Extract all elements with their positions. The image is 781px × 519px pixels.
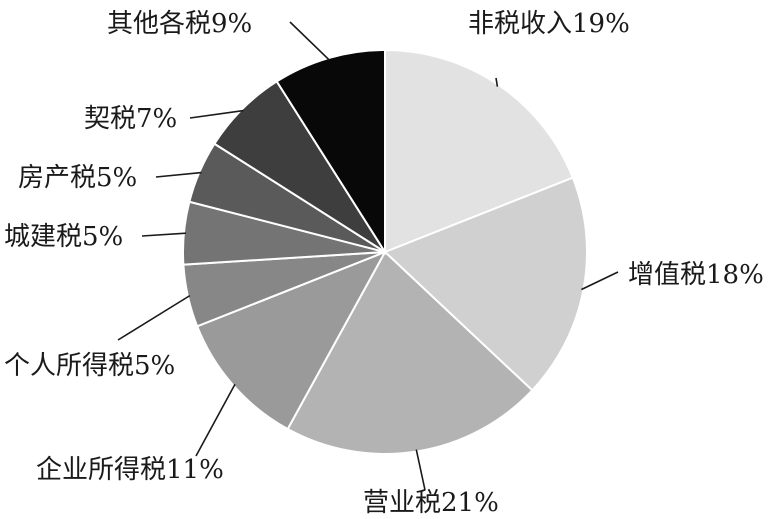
leader-lines-layer: [117, 21, 619, 491]
pie-slice-9: [275, 48, 386, 256]
leader-line-9: [289, 21, 330, 61]
slices-layer: [182, 48, 588, 455]
leader-line-6: [141, 232, 186, 237]
leader-line-5: [117, 294, 191, 341]
leader-line-2: [581, 271, 619, 291]
slice-label-fang-chan-shui: 房产税5%: [18, 163, 137, 193]
pie-slice-2: [383, 176, 588, 392]
slice-label-ying-ye-shui: 营业税21%: [363, 488, 499, 518]
slice-label-zeng-zhi-shui: 增值税18%: [628, 260, 764, 290]
leader-line-1: [495, 77, 499, 87]
leader-line-7: [155, 171, 202, 178]
slice-label-qi-ta-ge-shui: 其他各税9%: [107, 9, 252, 39]
slice-label-qi-shui: 契税7%: [84, 104, 177, 134]
leader-line-8: [189, 109, 244, 119]
pie-slice-1: [384, 48, 575, 254]
slice-label-cheng-jian-shui: 城建税5%: [4, 222, 123, 252]
slice-label-ge-ren-suo-de-shui: 个人所得税5%: [4, 351, 175, 381]
labels-layer: 非税收入19% 增值税18% 营业税21% 企业所得税11% 个人所得税5% 城…: [4, 9, 764, 518]
slice-label-fei-shui-shou-ru: 非税收入19%: [468, 9, 630, 39]
leader-line-3: [415, 449, 426, 491]
slice-label-qi-ye-suo-de-shui: 企业所得税11%: [36, 455, 224, 485]
leader-line-4: [195, 383, 236, 457]
